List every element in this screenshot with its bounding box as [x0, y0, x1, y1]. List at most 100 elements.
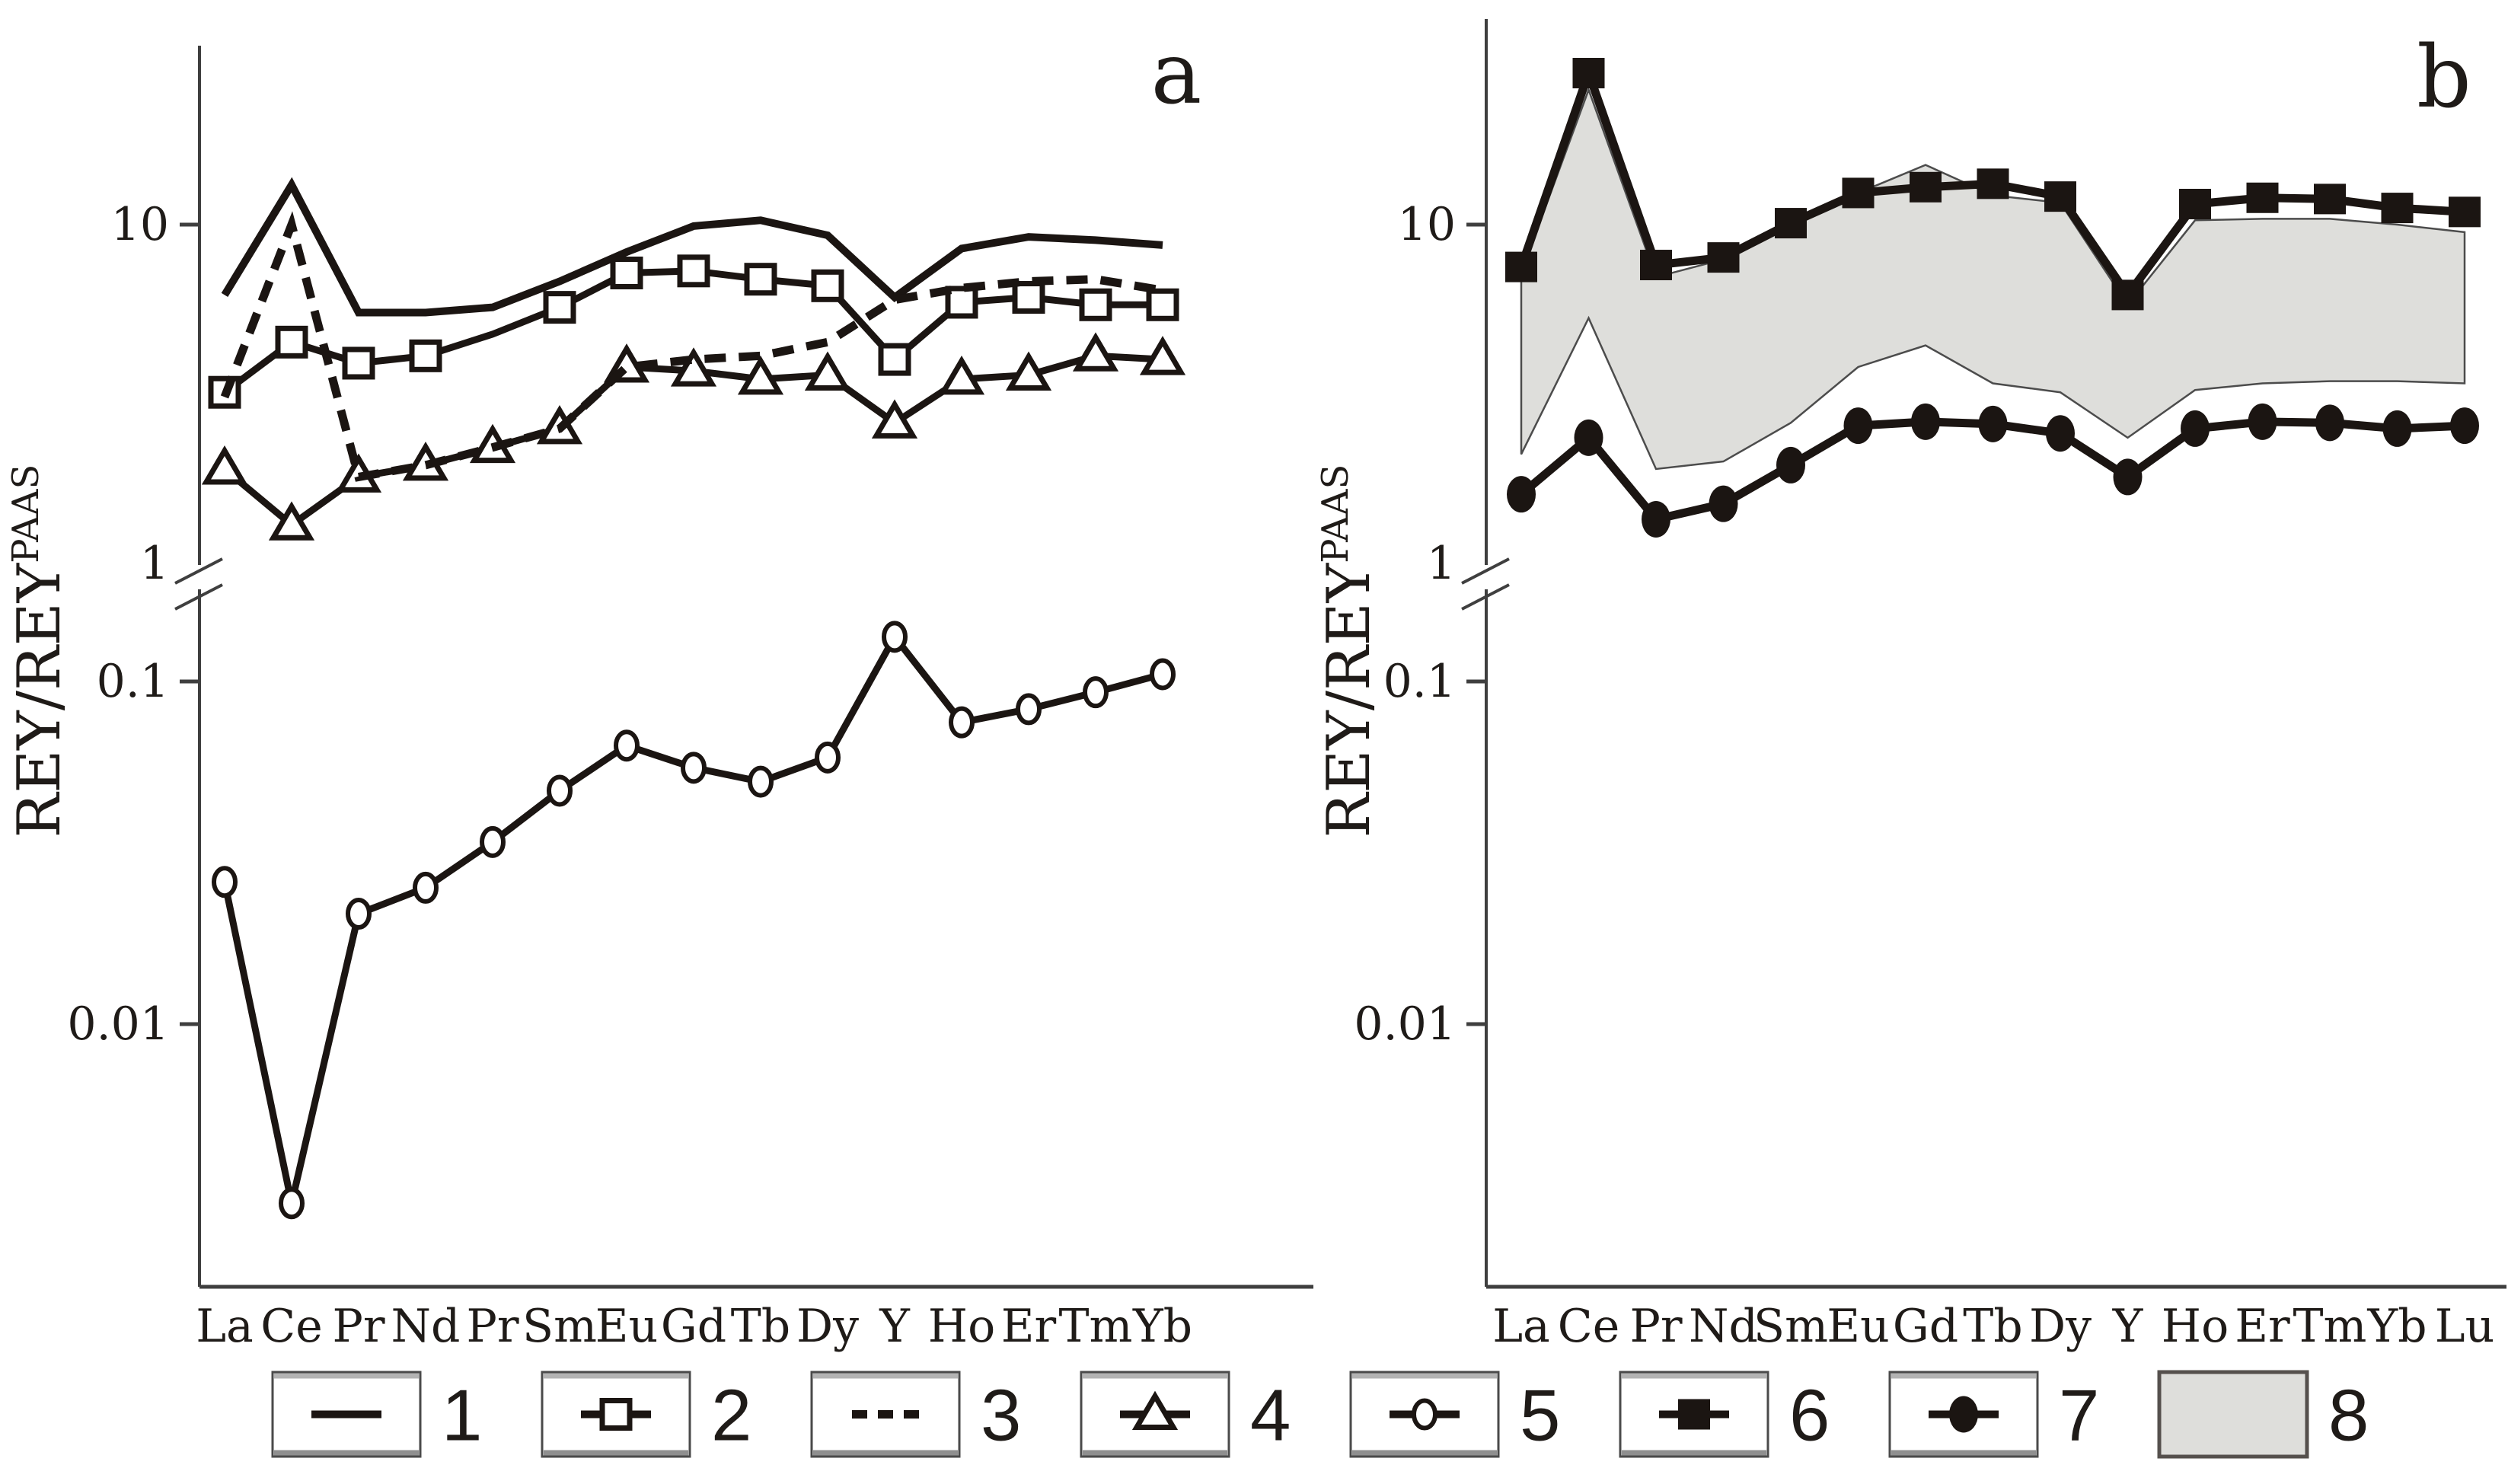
series-7-marker-filled-circle	[2248, 403, 2277, 440]
x-label: Ce	[1558, 1300, 1619, 1353]
y-axis-title-a-main: REY/REY	[5, 562, 74, 838]
x-label: Eu	[1827, 1300, 1889, 1353]
legend-swatch-band	[2157, 1370, 2309, 1459]
y-axis-title-b: REY/REYPAAS	[1314, 464, 1383, 838]
x-label: Tb	[731, 1300, 790, 1353]
series-2-marker-open-square	[543, 291, 576, 324]
series-7-marker-filled-circle	[2315, 404, 2344, 442]
series-6-marker-filled-square	[2449, 196, 2481, 228]
series-7-marker-filled-circle	[2450, 407, 2479, 445]
series-5-marker-open-circle	[1083, 676, 1109, 709]
legend-item-1: 1	[271, 1371, 482, 1458]
legend-item-8: 8	[2157, 1370, 2369, 1459]
series-7-marker-filled-circle	[1642, 501, 1670, 538]
x-label: Tm	[1059, 1300, 1133, 1353]
legend-item-6: 6	[1619, 1371, 1830, 1458]
series-6-marker-filled-square	[2246, 182, 2279, 213]
y-tick-label: 0.1	[1383, 655, 1456, 708]
series-7-marker-filled-circle	[1978, 405, 2008, 442]
series-7-marker-filled-circle	[1507, 476, 1536, 513]
series-5-marker-open-circle	[279, 1187, 305, 1220]
x-label: Pr	[332, 1300, 384, 1353]
x-label: Dy	[2029, 1300, 2092, 1353]
panel-a-letter: a	[1151, 24, 1202, 123]
series-5-marker-open-circle	[212, 866, 238, 898]
series-4-marker-open-triangle	[1139, 336, 1186, 375]
legend-item-3: 3	[810, 1371, 1021, 1458]
series-5-marker-open-circle	[547, 774, 573, 807]
legend-item-7: 7	[1888, 1371, 2099, 1458]
x-label: Ho	[928, 1300, 995, 1353]
panel-b-letter: b	[2417, 28, 2471, 127]
series-6-marker-filled-square	[1910, 171, 1942, 203]
legend-item-number: 3	[981, 1375, 1021, 1457]
series-2-marker-open-square	[945, 286, 978, 319]
series-2-marker-open-square	[275, 325, 308, 359]
series-5-marker-open-circle	[480, 825, 506, 858]
y-tick-label: 1	[1427, 537, 1456, 590]
series-4-marker-open-triangle	[737, 355, 784, 395]
series-2-marker-open-square	[1146, 288, 1179, 321]
legend-box	[1349, 1371, 1500, 1458]
axis-break-mark	[1461, 583, 1510, 611]
x-label: Sm	[1753, 1300, 1828, 1353]
x-label: Y	[2112, 1300, 2144, 1353]
y-tick-label: 10	[111, 198, 169, 251]
x-label: Er	[1001, 1300, 1057, 1353]
series-5-marker-open-circle	[949, 706, 975, 739]
series-4-marker-open-triangle	[804, 351, 851, 391]
y-tick-label: 0.01	[1354, 997, 1456, 1051]
series-4-marker-open-triangle	[268, 501, 315, 541]
series-7-marker-filled-circle	[1776, 446, 1805, 483]
y-tick-label: 10	[1398, 198, 1456, 251]
series-5-marker-open-circle	[614, 729, 640, 762]
series-2-marker-open-square	[811, 269, 844, 302]
series-4-marker-open-triangle	[201, 445, 248, 485]
series-5-marker-open-circle	[1016, 693, 1042, 726]
x-label: Pr	[466, 1300, 519, 1353]
y-tick-label: 0.1	[97, 655, 169, 708]
series-2-marker-open-square	[1079, 288, 1112, 321]
series-6-marker-filled-square	[1572, 58, 1605, 89]
axis-break-mark	[1461, 557, 1510, 585]
series-5-marker-open-circle	[815, 741, 841, 774]
x-label: Dy	[796, 1300, 859, 1353]
series-4-marker-open-triangle	[1005, 351, 1052, 391]
y-tick-label: 0.01	[67, 997, 169, 1051]
legend-item-number: 5	[1520, 1375, 1560, 1457]
y-tick-label: 1	[140, 537, 169, 590]
series-2-marker-open-square	[610, 256, 643, 289]
series-6-marker-filled-square	[2381, 193, 2414, 224]
x-label: Ce	[260, 1300, 322, 1353]
x-label: Y	[879, 1300, 911, 1353]
series-6-marker-filled-square	[1842, 177, 1875, 209]
series-5-marker-open-circle	[346, 898, 372, 930]
series-2-marker-open-square	[1012, 281, 1045, 314]
legend-item-4: 4	[1080, 1371, 1291, 1458]
legend-item-number: 4	[1250, 1375, 1291, 1457]
series-5-marker-open-circle	[882, 621, 908, 653]
series-7-marker-filled-circle	[1911, 403, 1940, 440]
x-label: Er	[2235, 1300, 2290, 1353]
y-axis-title-a: REY/REYPAAS	[5, 464, 74, 838]
series-6-marker-filled-square	[1977, 168, 2009, 199]
series-1-line	[221, 177, 1163, 317]
series-5-marker-open-circle	[413, 871, 439, 904]
series-6-marker-filled-square	[1775, 208, 1807, 239]
legend-item-5: 5	[1349, 1371, 1560, 1458]
series-7-marker-filled-circle	[2382, 410, 2412, 447]
x-label: Pr	[1629, 1300, 1682, 1353]
series-4-marker-open-triangle	[871, 399, 918, 439]
legend-item-2: 2	[541, 1371, 751, 1458]
x-label: La	[196, 1300, 254, 1353]
series-2-marker-open-square	[342, 346, 375, 380]
x-label: Lu	[2435, 1300, 2495, 1353]
series-7-marker-filled-circle	[2046, 415, 2075, 452]
series-6-marker-filled-square	[1640, 250, 1672, 281]
y-axis-title-b-superscript: PAAS	[1314, 464, 1357, 563]
legend-7-marker-filled-circle	[1949, 1396, 1978, 1433]
x-label: La	[1492, 1300, 1550, 1353]
y-axis-title-a-superscript: PAAS	[5, 464, 47, 563]
